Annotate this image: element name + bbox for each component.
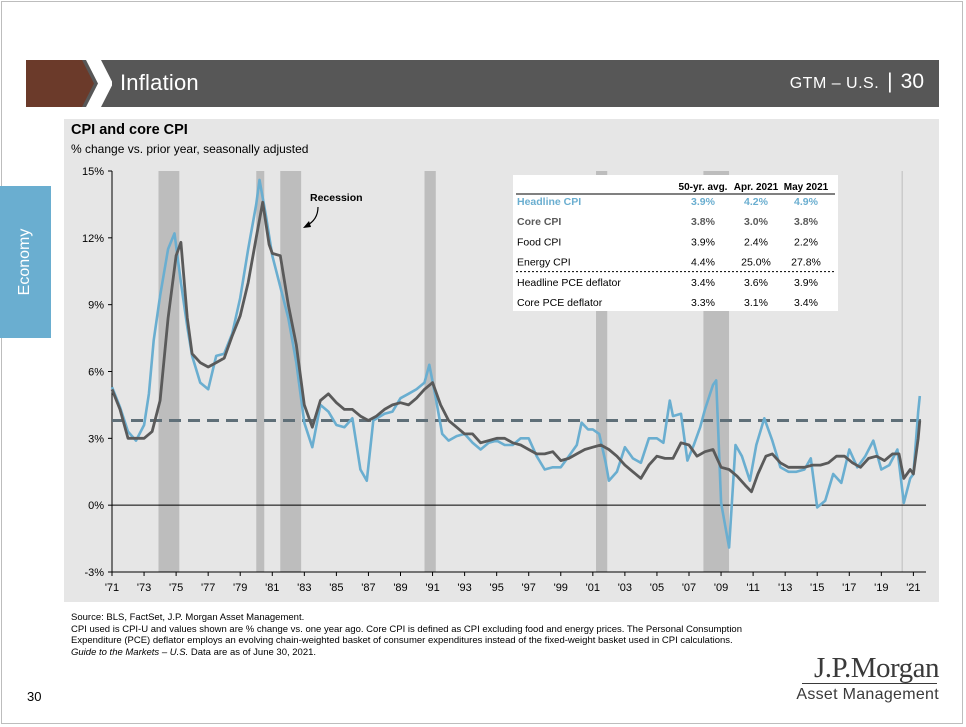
header-arrow-icon <box>26 60 112 107</box>
x-tick-label: '07 <box>682 582 696 594</box>
footnote-guide: Guide to the Markets – U.S. Data are as … <box>71 647 771 659</box>
x-tick-label: '93 <box>457 582 471 594</box>
x-tick-label: '13 <box>778 582 792 594</box>
x-tick-label: '05 <box>650 582 664 594</box>
header-band <box>26 60 939 107</box>
header-accent-block <box>26 60 94 107</box>
table-cell: 25.0% <box>741 257 771 269</box>
table-cell: 3.1% <box>744 297 768 309</box>
footnote-guide-title: Guide to the Markets – U.S. <box>71 646 189 658</box>
table-row-label: Headline CPI <box>517 196 581 208</box>
y-tick-label: 15% <box>82 166 104 178</box>
series-lines <box>110 178 922 549</box>
x-tick-label: '97 <box>522 582 536 594</box>
footnote-source: Source: BLS, FactSet, J.P. Morgan Asset … <box>71 612 305 623</box>
x-tick-label: '75 <box>169 582 183 594</box>
gtm-label: GTM – U.S. <box>789 75 880 92</box>
x-tick-label: '09 <box>714 582 728 594</box>
x-tick-label: '89 <box>393 582 407 594</box>
table-cell: 4.4% <box>691 257 715 269</box>
x-tick-label: '81 <box>265 582 279 594</box>
x-tick-label: '01 <box>586 582 600 594</box>
x-tick-label: '79 <box>233 582 247 594</box>
x-tick-label: '83 <box>297 582 311 594</box>
table-cell: 3.8% <box>794 216 819 228</box>
x-tick-label: '15 <box>810 582 824 594</box>
table-header-cell: 50-yr. avg. <box>679 182 728 193</box>
core-cpi-line <box>110 200 922 494</box>
table-cell: 3.0% <box>744 216 769 228</box>
stats-table-bg <box>513 175 838 311</box>
x-tick-label: '19 <box>874 582 888 594</box>
chart-subtitle: % change vs. prior year, seasonally adju… <box>71 142 309 156</box>
x-tick-label: '87 <box>361 582 375 594</box>
table-cell: 3.9% <box>691 236 715 248</box>
footnote-definitions: CPI used is CPI-U and values shown are %… <box>71 623 742 647</box>
recession-annotation: Recession <box>310 192 363 204</box>
y-tick-label: 3% <box>88 433 104 445</box>
chart-title: CPI and core CPI <box>71 122 188 138</box>
table-row-label: Core CPI <box>517 216 561 228</box>
footnote-guide-date: Data are as of June 30, 2021. <box>188 646 317 658</box>
recession-bar <box>256 171 265 572</box>
table-cell: 3.4% <box>794 297 818 309</box>
header-separator: | <box>887 70 893 93</box>
table-row-label: Core PCE deflator <box>517 297 603 309</box>
recession-bar <box>280 171 302 572</box>
stats-table: 50-yr. avg. Apr. 2021 May 2021 Headline CPI… <box>513 175 838 311</box>
table-row-label: Energy CPI <box>517 257 571 269</box>
table-cell: 4.9% <box>794 196 819 208</box>
x-tick-label: '91 <box>425 582 439 594</box>
x-tick-label: '73 <box>137 582 151 594</box>
y-tick-label: 6% <box>88 367 104 379</box>
table-cell: 3.9% <box>794 277 818 289</box>
x-tick-label: '03 <box>618 582 632 594</box>
recession-arrow-head <box>303 221 311 228</box>
headline-cpi-line <box>110 178 922 549</box>
table-row-label: Food CPI <box>517 236 561 248</box>
table-cell: 3.4% <box>691 277 715 289</box>
table-cell: 3.9% <box>691 196 716 208</box>
logo-rule <box>802 683 937 684</box>
table-cell: 2.4% <box>744 236 768 248</box>
slide-number: 30 <box>900 70 924 93</box>
side-tab <box>0 186 51 338</box>
y-tick-label: 0% <box>88 500 104 512</box>
page-number: 30 <box>27 689 42 704</box>
table-row-label: Headline PCE deflator <box>517 277 621 289</box>
y-tick-label: 9% <box>88 300 104 312</box>
y-tick-label: -3% <box>84 567 104 579</box>
x-tick-label: '85 <box>329 582 343 594</box>
table-cell: 3.6% <box>744 277 768 289</box>
x-tick-label: '21 <box>906 582 920 594</box>
x-tick-label: '71 <box>105 582 119 594</box>
table-cell: 2.2% <box>794 236 818 248</box>
table-cell: 27.8% <box>791 257 821 269</box>
x-tick-label: '11 <box>746 582 760 594</box>
x-tick-label: '17 <box>842 582 856 594</box>
y-tick-label: 12% <box>82 233 104 245</box>
table-cell: 4.2% <box>744 196 769 208</box>
header-chevron <box>86 60 112 107</box>
x-tick-label: '99 <box>554 582 568 594</box>
chart-axes: -3% 0% 3% 6% 9% 12% 15% '71 '73 '75 '77 '79 '81 '83 '8… <box>82 166 926 594</box>
header-right-block: GTM – U.S. | 30 <box>790 70 924 94</box>
section-title: Inflation <box>120 70 199 95</box>
table-cell: 3.3% <box>691 297 715 309</box>
recession-bar <box>596 171 608 572</box>
table-cell: 3.8% <box>691 216 716 228</box>
footnotes: Source: BLS, FactSet, J.P. Morgan Asset … <box>71 612 771 658</box>
table-header-cell: May 2021 <box>784 182 829 193</box>
annotation-layer: Recession <box>303 192 363 228</box>
jpmorgan-logo: J.P.Morgan <box>814 652 940 684</box>
table-header-cell: Apr. 2021 <box>734 182 779 193</box>
x-tick-label: '95 <box>489 582 503 594</box>
x-tick-label: '77 <box>201 582 215 594</box>
logo-subtitle: Asset Management <box>796 686 939 703</box>
